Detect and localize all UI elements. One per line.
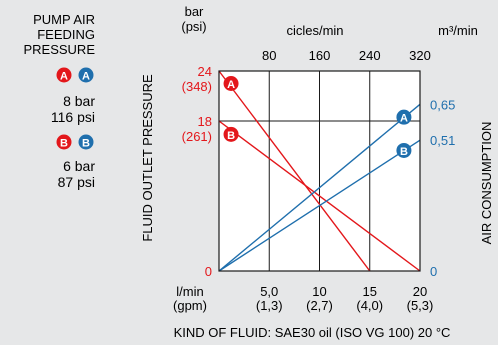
top-axis-unit: cicles/min [286, 23, 343, 38]
series-marker-air-b [396, 142, 412, 158]
right-axis-tick-label: 0,65 [430, 97, 455, 112]
series-marker-label: B [400, 146, 408, 158]
bottom-axis-tick-label: 15 [363, 284, 377, 299]
plot-frame [218, 70, 421, 272]
series-layer [218, 70, 421, 272]
legend-b-psi-value: 87 psi [58, 174, 95, 190]
top-axis-tick-label: 80 [262, 48, 276, 63]
left-axis-tick-label: 18 [198, 114, 212, 129]
bottom-axis-unit-line-2: (gpm) [173, 298, 207, 313]
legend-b-bar-value: 6 bar [63, 158, 95, 174]
bottom-axis-tick-label: 20 [413, 284, 427, 299]
top-axis-tick-label: 240 [359, 48, 381, 63]
right-axis-unit: m³/min [438, 23, 478, 38]
legend-a-bar-value: 8 bar [63, 93, 95, 109]
bottom-axis-tick-gpm-label: (2,7) [306, 298, 333, 313]
marker-layer: A B A B [223, 76, 412, 158]
series-marker-label: A [400, 113, 408, 125]
top-axis-tick-label: 320 [409, 48, 431, 63]
left-axis-tick-label: 0 [205, 264, 212, 279]
tick-layer: 24(348) 18(261) 0 0,65 0,51 0 5,0(1,3) 10(2,7) 1… [182, 48, 456, 313]
bottom-axis-unit-line-1: l/min [176, 284, 203, 299]
legend-a-psi-value: 116 psi [51, 109, 95, 125]
bottom-axis-tick-label: 10 [312, 284, 326, 299]
series-line-air-a [218, 103, 421, 272]
bottom-axis-tick-gpm-label: (4,0) [356, 298, 383, 313]
top-axis-tick-label: 160 [309, 48, 331, 63]
legend-title-line-2: FEEDING [37, 27, 95, 42]
left-axis-tick-label: 24 [198, 64, 212, 79]
series-marker-air-a [396, 109, 412, 125]
left-axis-unit-line-1: bar [185, 4, 204, 19]
series-marker-label: B [227, 130, 235, 142]
legend-badge-air-b-label: B [82, 138, 90, 150]
series-line-air-b [218, 139, 421, 272]
legend-panel: PUMP AIR FEEDING PRESSURE A A 8 bar 116 … [23, 12, 95, 190]
series-marker-label: A [227, 79, 235, 91]
bottom-axis-tick-gpm-label: (1,3) [256, 298, 283, 313]
bottom-axis-tick-label: 5,0 [260, 284, 278, 299]
legend-badge-pressure-a: A [56, 67, 72, 83]
legend-badge-pressure-b: B [56, 134, 72, 150]
left-axis-tick-psi-label: (348) [182, 79, 212, 94]
legend-title-line-3: PRESSURE [23, 42, 95, 57]
left-axis-unit-line-2: (psi) [181, 19, 206, 34]
left-axis-title: FLUID OUTLET PRESSURE [140, 74, 155, 242]
series-marker-pressure-b [223, 126, 239, 142]
series-marker-pressure-a [223, 76, 239, 91]
legend-badge-air-a-label: A [82, 71, 90, 83]
series-line-pressure-a [218, 70, 371, 272]
right-axis-tick-label: 0,51 [430, 133, 455, 148]
legend-badge-pressure-a-label: A [60, 71, 68, 83]
bottom-axis-tick-gpm-label: (5,3) [407, 298, 434, 313]
legend-badge-air-b: B [78, 134, 94, 150]
fluid-kind-caption: KIND OF FLUID: SAE30 oil (ISO VG 100) 20… [174, 325, 451, 340]
legend-badge-air-a: A [78, 67, 94, 83]
right-axis-tick-label: 0 [430, 264, 437, 279]
left-axis-tick-psi-label: (261) [182, 129, 212, 144]
legend-title-line-1: PUMP AIR [33, 12, 95, 27]
right-axis-title: AIR CONSUMPTION [479, 122, 494, 245]
legend-badge-pressure-b-label: B [60, 138, 68, 150]
series-line-pressure-b [218, 120, 421, 272]
